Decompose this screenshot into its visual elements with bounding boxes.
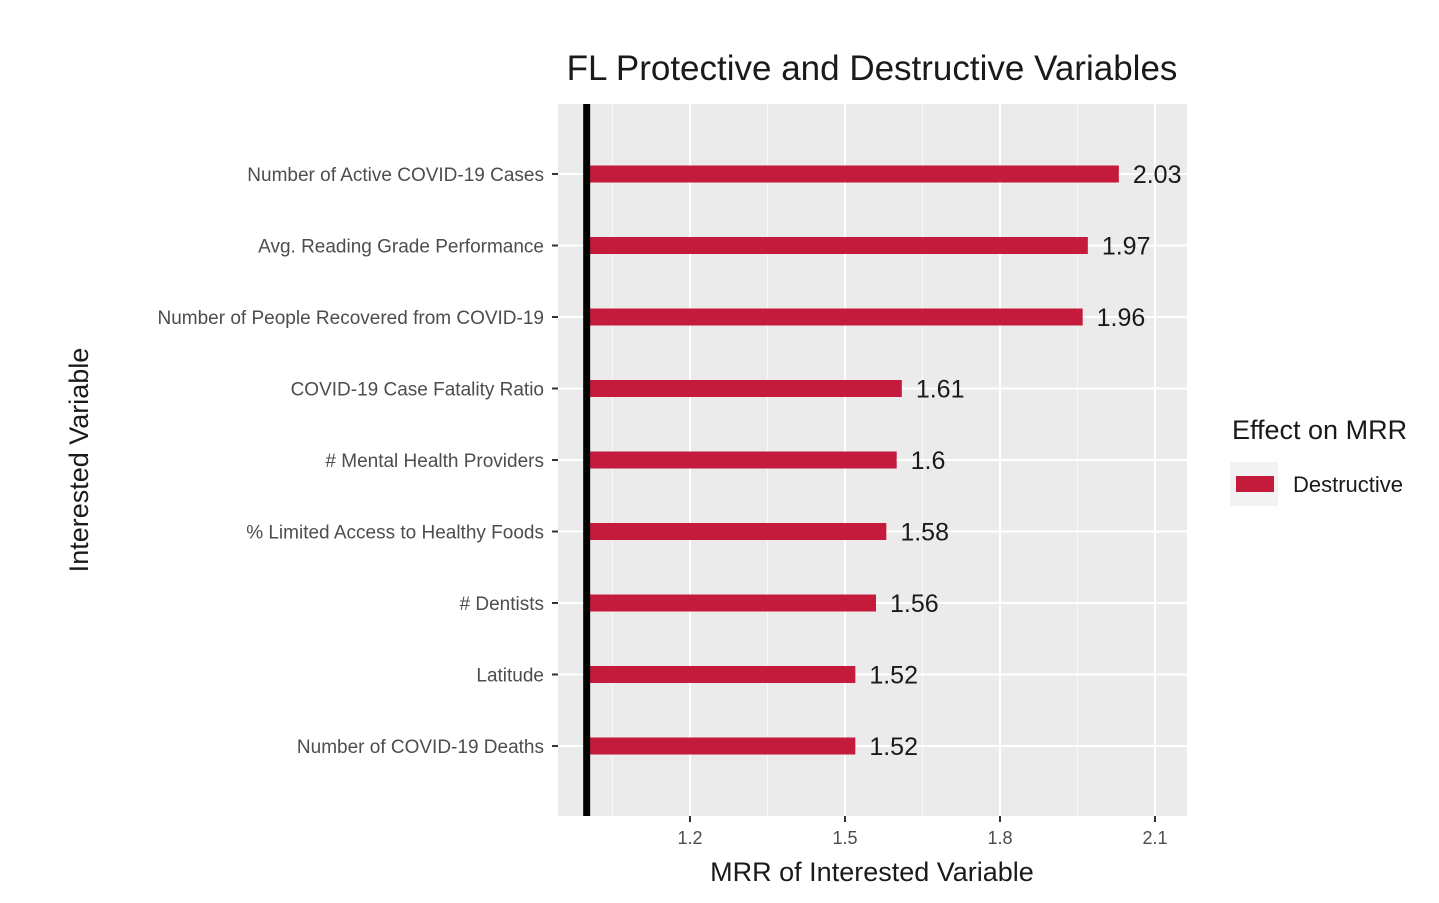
bars xyxy=(586,165,1119,755)
x-tick-label: 2.1 xyxy=(1142,828,1167,848)
x-tick-label: 1.5 xyxy=(832,828,857,848)
y-tick-label: Number of People Recovered from COVID-19 xyxy=(158,308,545,329)
bar-value-label: 1.61 xyxy=(916,376,965,404)
bar-value-label: 1.97 xyxy=(1102,233,1151,261)
y-tick-label: # Dentists xyxy=(460,594,544,615)
bar xyxy=(586,380,902,397)
bar xyxy=(586,237,1088,254)
bar xyxy=(586,594,876,612)
bar-value-label: 1.52 xyxy=(869,662,918,690)
x-tick-label: 1.2 xyxy=(677,828,702,848)
legend-swatch-destructive xyxy=(1236,476,1274,492)
bar-value-label: 1.6 xyxy=(911,447,946,475)
y-tick-label: Latitude xyxy=(476,666,544,687)
legend-title: Effect on MRR xyxy=(1232,415,1407,445)
legend: Effect on MRR Destructive xyxy=(1230,415,1407,506)
bar-value-label: 1.52 xyxy=(869,733,918,761)
bar-value-label: 2.03 xyxy=(1133,161,1182,189)
bar xyxy=(586,165,1119,183)
y-tick-label: Avg. Reading Grade Performance xyxy=(258,237,544,258)
bar xyxy=(586,451,897,469)
x-axis-ticks: 1.2 1.5 1.8 2.1 xyxy=(677,816,1168,848)
y-tick-label: % Limited Access to Healthy Foods xyxy=(246,523,544,544)
bar xyxy=(586,666,856,683)
y-axis-ticks: Number of Active COVID-19 Cases Avg. Read… xyxy=(158,165,558,758)
y-tick-label: Number of Active COVID-19 Cases xyxy=(247,165,544,186)
bar xyxy=(586,737,856,755)
bar-labels: 2.03 1.97 1.96 1.61 1.6 1.58 1.56 1.52 1.52 xyxy=(869,161,1181,761)
y-tick-label: # Mental Health Providers xyxy=(325,451,544,472)
chart-title: FL Protective and Destructive Variables xyxy=(567,49,1178,88)
legend-label-destructive: Destructive xyxy=(1293,472,1403,497)
bar xyxy=(586,523,887,540)
bar-value-label: 1.56 xyxy=(890,590,939,618)
y-tick-label: Number of COVID-19 Deaths xyxy=(297,737,544,758)
x-axis-title: MRR of Interested Variable xyxy=(710,857,1034,887)
bar xyxy=(586,308,1083,326)
bar-value-label: 1.96 xyxy=(1097,304,1146,332)
x-tick-label: 1.8 xyxy=(987,828,1012,848)
y-axis-title: Interested Variable xyxy=(64,348,94,573)
y-tick-label: COVID-19 Case Fatality Ratio xyxy=(291,380,544,401)
bar-value-label: 1.58 xyxy=(900,519,949,547)
